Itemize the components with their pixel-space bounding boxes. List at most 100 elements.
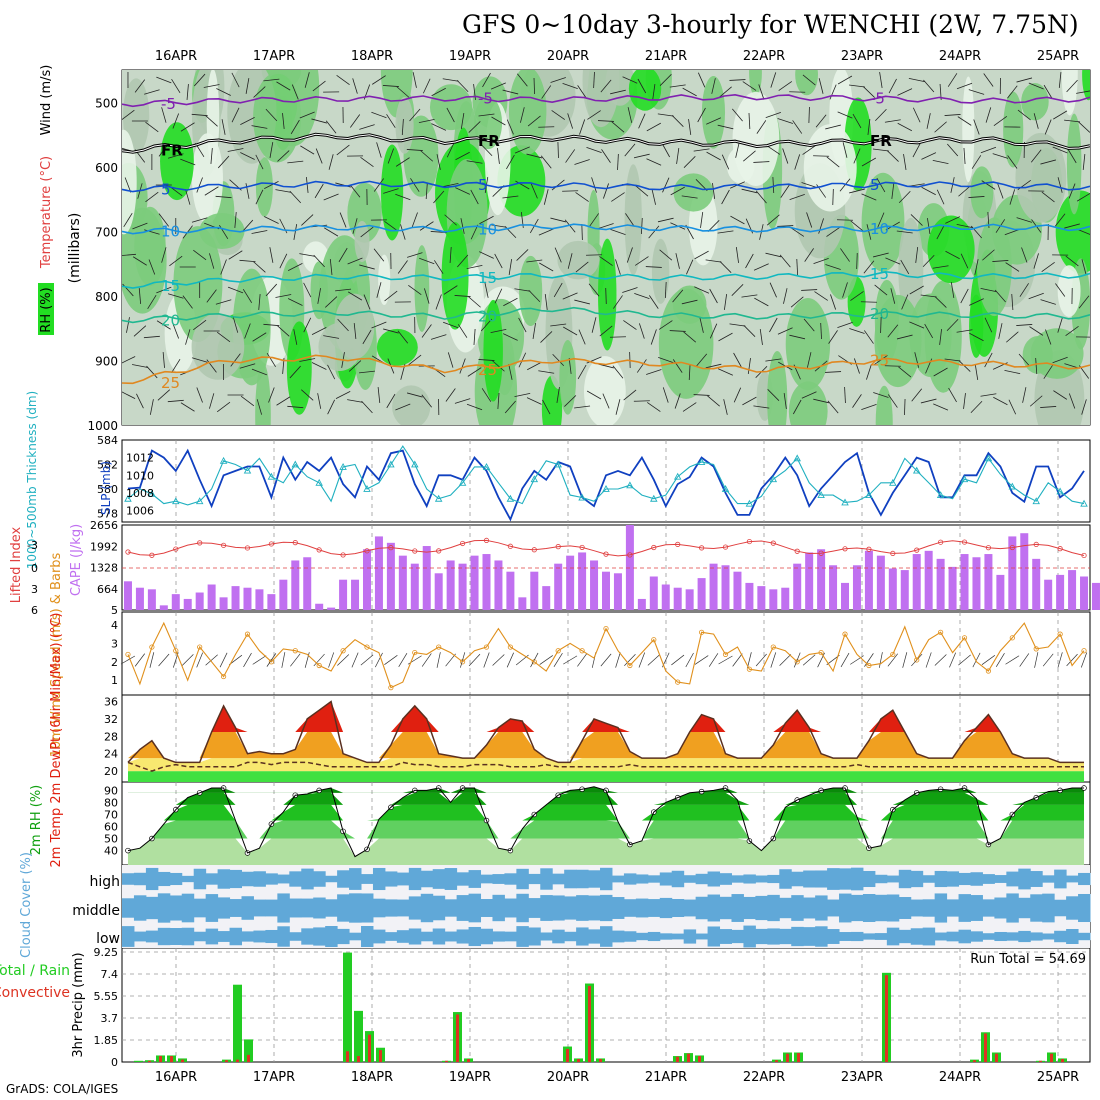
wind-barb [767,389,780,401]
cloud-cell [815,895,828,921]
wind-barb-10m [351,652,359,668]
wind-marker [483,644,490,650]
wind-marker [1057,631,1063,637]
wind-barb [253,86,266,98]
date-label-top: 21APR [645,49,687,64]
wind-barb-10m [1005,655,1020,665]
wind-barb [657,113,674,117]
wind-barb [455,151,470,161]
wind-barb [675,253,680,269]
cloud-cell [635,874,649,884]
wind-barb [409,108,421,122]
cloud-cell [576,927,589,946]
cloud-cell [1066,928,1079,945]
thickness-marker [1056,487,1064,495]
thickness-marker [793,454,801,462]
wind-marker [197,644,203,650]
wind-barb [1055,283,1066,297]
wind-barb [743,325,756,337]
wind-barb [466,160,483,164]
wind-barb [431,87,446,97]
wind-barb [813,155,830,157]
cloud-cell [647,931,661,942]
wind-barb [936,189,945,205]
wind-barb [926,113,931,129]
cloud-cell [695,896,709,920]
precip-total-bar [233,984,242,1062]
wind-barb [1005,262,1020,272]
cloud-cell [719,896,732,920]
precip-conv-bar [566,1048,569,1062]
rh-cell [875,385,893,425]
wind-barb [635,185,649,197]
cloud-cell [289,898,302,918]
wind-barb [191,113,208,117]
precip-tick: 7.4 [101,968,119,981]
wind-barb [395,403,411,411]
thickness-marker [578,493,586,501]
rh-cell [861,172,905,272]
wind-barb [747,358,751,374]
wind-barb [769,282,777,298]
wind-barb [421,394,432,408]
wind-barb [264,181,279,189]
wind-barb-10m [149,652,155,668]
wind-barb [172,323,180,339]
date-label-top: 17APR [253,49,295,64]
cloud-cell [504,931,517,942]
rh-cell [977,217,1012,317]
wind-barb [659,249,673,261]
precip-conv-bar [467,1059,470,1062]
wind-barb [497,392,500,410]
thickness-marker [482,462,491,470]
wind-barb [492,360,505,372]
thickness-marker [363,485,371,492]
wind-barb [850,220,864,232]
date-label-top: 25APR [1037,49,1079,64]
wind-barb [156,320,171,330]
precip-conv-bar [588,985,591,1062]
cloud-cell [731,894,744,922]
cape-bar [267,594,276,610]
cloud-cell [898,929,912,944]
cloud-cell [456,929,470,944]
li-line [127,539,1085,557]
wind-barb [1007,155,1018,169]
wind-barb [686,259,694,275]
wind-barb [1053,110,1068,120]
cloud-cell [779,897,792,919]
wind-barb [766,214,780,226]
wind-barb [960,288,969,304]
series-line [127,445,1085,506]
wind-barb [435,294,442,310]
wind-barb [299,358,316,362]
wind-barb [682,87,697,97]
precip-tick: 3.7 [101,1012,119,1025]
cloud-cell [731,875,744,883]
wind-barb [258,293,261,311]
cloud-cell [862,933,876,940]
precip-total-bar [343,952,352,1062]
rh-cell [483,299,503,402]
cloud-cell [229,899,243,917]
thickness-marker [841,498,849,506]
slp-axis-label: SLP (mb) [99,461,113,515]
cloud-cell [325,926,338,947]
wind-tick: 4 [111,619,118,632]
wind-barb [180,402,195,412]
precip-conv-bar [984,1033,987,1062]
wind-barb [755,190,767,204]
wind-barb-10m [802,654,816,666]
wind-barb [133,325,147,337]
cape-axis-label: CAPE (J/kg) [69,524,84,596]
wind-barb [530,183,538,199]
wind-barb [1057,317,1063,333]
wind-barb [540,331,553,343]
wind-barb [542,399,551,415]
temp-tick: 32 [104,713,118,726]
wind-barb [518,352,527,368]
wind-barb [562,190,579,192]
wind-barb [497,148,500,164]
wind-barb [1078,295,1090,309]
thickness-marker [172,497,180,505]
